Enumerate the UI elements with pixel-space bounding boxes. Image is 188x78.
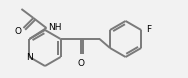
Text: F: F — [146, 26, 151, 34]
Text: N: N — [26, 52, 33, 61]
Text: O: O — [77, 59, 84, 68]
Text: O: O — [14, 27, 21, 35]
Text: NH: NH — [49, 22, 62, 32]
